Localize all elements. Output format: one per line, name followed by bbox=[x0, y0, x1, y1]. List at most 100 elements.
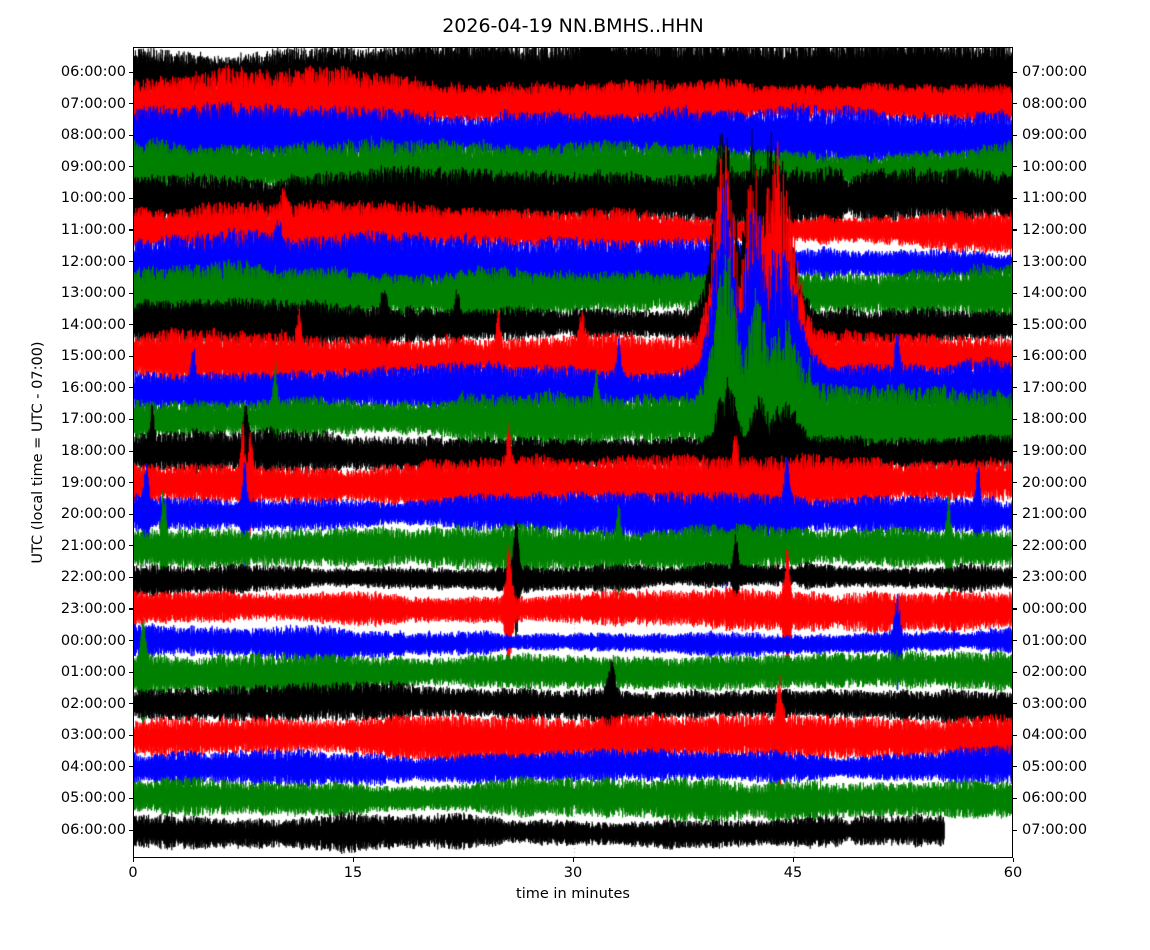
y-axis-tick-right bbox=[1013, 134, 1017, 136]
y-axis-tick-right bbox=[1013, 576, 1017, 578]
y-axis-tick-label-local: 00:00:00 bbox=[1022, 600, 1088, 617]
y-axis-tick-label-utc: 18:00:00 bbox=[60, 443, 126, 459]
y-axis-tick-right bbox=[1013, 166, 1017, 168]
y-axis-tick-label-utc: 15:00:00 bbox=[60, 348, 126, 365]
y-axis-tick-label-utc: 08:00:00 bbox=[60, 127, 126, 144]
y-axis-tick-right bbox=[1013, 261, 1017, 263]
y-axis-tick-left bbox=[129, 103, 133, 105]
x-axis-tick-label: 0 bbox=[128, 865, 138, 881]
y-axis-tick-label-local: 06:00:00 bbox=[1022, 790, 1088, 807]
y-axis-tick-label-utc: 03:00:00 bbox=[60, 727, 126, 744]
y-axis-tick-label-utc: 21:00:00 bbox=[60, 537, 126, 554]
y-axis-tick-label-local: 03:00:00 bbox=[1022, 695, 1088, 712]
y-axis-tick-label-utc: 22:00:00 bbox=[60, 569, 126, 586]
y-axis-tick-left bbox=[129, 797, 133, 799]
y-axis-tick-right bbox=[1013, 355, 1017, 357]
y-axis-tick-label-local: 02:00:00 bbox=[1022, 664, 1088, 681]
y-axis-tick-left bbox=[129, 71, 133, 73]
y-axis-tick-label-utc: 19:00:00 bbox=[60, 474, 126, 491]
x-axis-label: time in minutes bbox=[516, 886, 630, 902]
y-axis-tick-label-utc: 10:00:00 bbox=[60, 190, 126, 207]
y-axis-tick-label-utc: 23:00:00 bbox=[60, 600, 126, 617]
y-axis-tick-label-utc: 06:00:00 bbox=[60, 64, 126, 80]
y-axis-tick-label-utc: 00:00:00 bbox=[60, 632, 126, 649]
y-axis-tick-left bbox=[129, 576, 133, 578]
y-axis-tick-label-local: 21:00:00 bbox=[1022, 506, 1088, 523]
y-axis-tick-label-local: 10:00:00 bbox=[1022, 158, 1088, 175]
x-axis-tick-label: 30 bbox=[563, 865, 583, 881]
y-axis-tick-left bbox=[129, 829, 133, 831]
y-axis-tick-right bbox=[1013, 608, 1017, 610]
y-axis-tick-left bbox=[129, 134, 133, 136]
y-axis-tick-label-utc: 09:00:00 bbox=[60, 158, 126, 175]
y-axis-tick-left bbox=[129, 166, 133, 168]
y-axis-tick-right bbox=[1013, 71, 1017, 73]
plot-area bbox=[133, 47, 1013, 858]
y-axis-tick-label-local: 07:00:00 bbox=[1022, 822, 1088, 838]
y-axis-tick-label-utc: 14:00:00 bbox=[60, 316, 126, 333]
y-axis-tick-label-local: 17:00:00 bbox=[1022, 379, 1088, 396]
y-axis-tick-left bbox=[129, 703, 133, 705]
y-axis-tick-left bbox=[129, 608, 133, 610]
y-axis-tick-right bbox=[1013, 640, 1017, 642]
y-axis-tick-right bbox=[1013, 418, 1017, 420]
y-axis-tick-right bbox=[1013, 229, 1017, 231]
y-axis-tick-right bbox=[1013, 450, 1017, 452]
y-axis-tick-label-utc: 12:00:00 bbox=[60, 253, 126, 270]
y-axis-tick-label-local: 23:00:00 bbox=[1022, 569, 1088, 586]
x-axis-tick-label: 15 bbox=[343, 865, 363, 881]
y-axis-tick-label-utc: 11:00:00 bbox=[60, 221, 126, 238]
y-axis-tick-label-local: 14:00:00 bbox=[1022, 285, 1088, 302]
y-axis-tick-left bbox=[129, 261, 133, 263]
y-axis-tick-label-utc: 04:00:00 bbox=[60, 758, 126, 775]
y-axis-tick-left bbox=[129, 292, 133, 294]
y-axis-tick-label-local: 01:00:00 bbox=[1022, 632, 1088, 649]
x-axis-tick bbox=[792, 858, 794, 862]
y-axis-tick-left bbox=[129, 640, 133, 642]
x-axis-tick bbox=[572, 858, 574, 862]
y-axis-tick-label-local: 15:00:00 bbox=[1022, 316, 1088, 333]
y-axis-tick-label-local: 07:00:00 bbox=[1022, 64, 1088, 80]
y-axis-tick-left bbox=[129, 324, 133, 326]
x-axis-tick bbox=[132, 858, 134, 862]
y-axis-tick-right bbox=[1013, 671, 1017, 673]
y-axis-tick-label-utc: 05:00:00 bbox=[60, 790, 126, 807]
y-axis-tick-label-local: 16:00:00 bbox=[1022, 348, 1088, 365]
y-axis-tick-right bbox=[1013, 734, 1017, 736]
y-axis-tick-label-utc: 17:00:00 bbox=[60, 411, 126, 428]
y-axis-tick-left bbox=[129, 197, 133, 199]
y-axis-tick-left bbox=[129, 545, 133, 547]
y-axis-tick-left bbox=[129, 387, 133, 389]
y-axis-tick-label-local: 22:00:00 bbox=[1022, 537, 1088, 554]
y-axis-tick-right bbox=[1013, 292, 1017, 294]
y-axis-tick-left bbox=[129, 418, 133, 420]
y-axis-tick-label-utc: 13:00:00 bbox=[60, 285, 126, 302]
y-axis-tick-right bbox=[1013, 482, 1017, 484]
y-axis-tick-label-local: 18:00:00 bbox=[1022, 411, 1088, 428]
y-axis-tick-left bbox=[129, 482, 133, 484]
y-axis-tick-label-utc: 06:00:00 bbox=[60, 822, 126, 838]
y-axis-tick-right bbox=[1013, 513, 1017, 515]
y-axis-tick-label-local: 09:00:00 bbox=[1022, 127, 1088, 144]
y-axis-tick-right bbox=[1013, 829, 1017, 831]
y-axis-tick-label-local: 20:00:00 bbox=[1022, 474, 1088, 491]
y-axis-label: UTC (local time = UTC - 07:00) bbox=[30, 341, 46, 564]
y-axis-tick-label-local: 19:00:00 bbox=[1022, 443, 1088, 459]
y-axis-tick-label-local: 13:00:00 bbox=[1022, 253, 1088, 270]
y-axis-tick-right bbox=[1013, 387, 1017, 389]
y-axis-tick-label-utc: 20:00:00 bbox=[60, 506, 126, 523]
y-axis-tick-label-local: 05:00:00 bbox=[1022, 758, 1088, 775]
y-axis-tick-label-local: 08:00:00 bbox=[1022, 95, 1088, 112]
y-axis-tick-label-utc: 02:00:00 bbox=[60, 695, 126, 712]
page-title: 2026-04-19 NN.BMHS..HHN bbox=[442, 15, 704, 37]
y-axis-tick-label-utc: 07:00:00 bbox=[60, 95, 126, 112]
y-axis-tick-label-local: 04:00:00 bbox=[1022, 727, 1088, 744]
seismogram-traces bbox=[134, 48, 1012, 857]
y-axis-tick-left bbox=[129, 229, 133, 231]
y-axis-tick-right bbox=[1013, 766, 1017, 768]
y-axis-tick-left bbox=[129, 671, 133, 673]
y-axis-tick-left bbox=[129, 766, 133, 768]
y-axis-tick-left bbox=[129, 513, 133, 515]
y-axis-tick-label-local: 12:00:00 bbox=[1022, 221, 1088, 238]
